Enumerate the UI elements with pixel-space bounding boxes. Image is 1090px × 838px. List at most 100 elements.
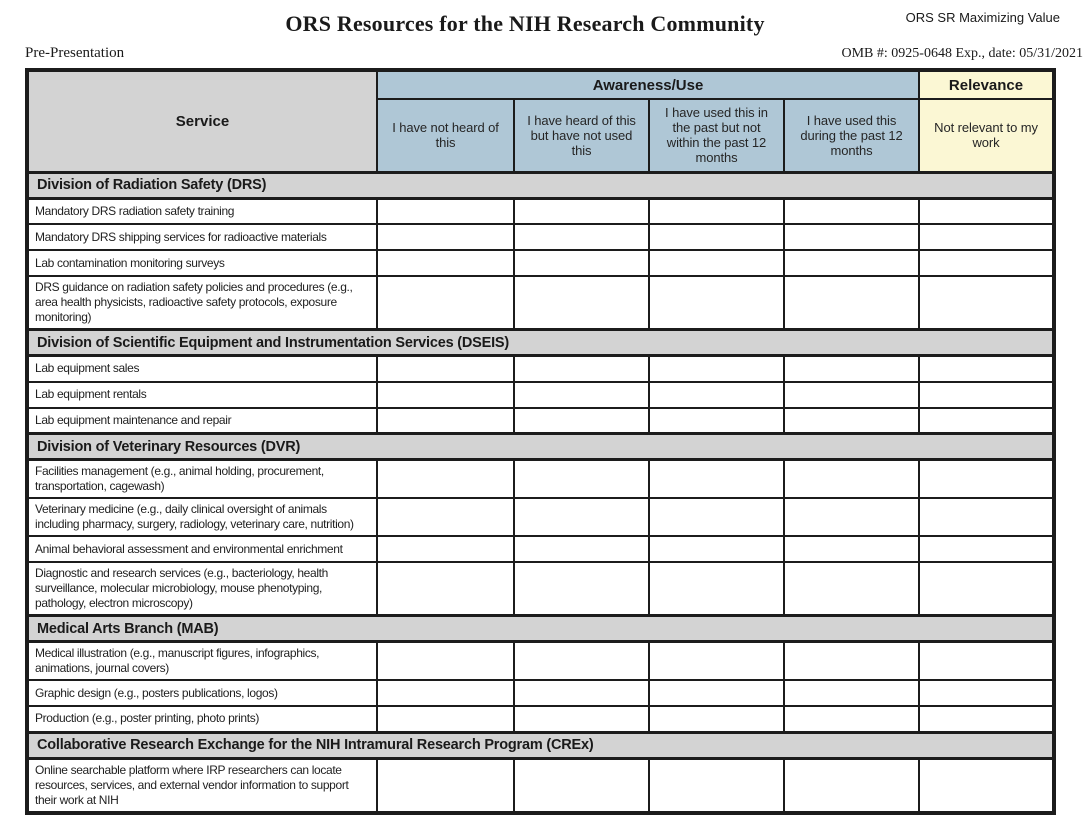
response-cell[interactable] <box>513 497 650 537</box>
response-cell[interactable] <box>648 223 785 251</box>
response-cell[interactable] <box>918 561 1055 617</box>
omb-number: OMB #: 0925-0648 Exp., date: 05/31/2021 <box>841 46 1084 61</box>
response-cell[interactable] <box>918 380 1055 409</box>
response-cell[interactable] <box>376 354 515 383</box>
response-cell[interactable] <box>783 640 920 681</box>
response-cell[interactable] <box>513 197 650 225</box>
relevance-group-header: Relevance <box>918 69 1055 100</box>
response-cell[interactable] <box>918 497 1055 537</box>
response-cell[interactable] <box>513 458 650 499</box>
awareness-option-header: I have not heard of this <box>376 98 515 173</box>
section-header-row: Medical Arts Branch (MAB) <box>26 614 1055 643</box>
service-label: Lab equipment sales <box>26 354 378 383</box>
response-cell[interactable] <box>783 380 920 409</box>
awareness-use-group-header: Awareness/Use <box>376 69 920 100</box>
service-row: Lab equipment maintenance and repair <box>26 406 1055 435</box>
service-row: Medical illustration (e.g., manuscript f… <box>26 640 1055 681</box>
response-cell[interactable] <box>648 497 785 537</box>
response-cell[interactable] <box>918 458 1055 499</box>
response-cell[interactable] <box>918 705 1055 733</box>
response-cell[interactable] <box>648 757 785 814</box>
response-cell[interactable] <box>783 561 920 617</box>
awareness-option-header: I have used this in the past but not wit… <box>648 98 785 173</box>
response-cell[interactable] <box>513 640 650 681</box>
response-cell[interactable] <box>376 458 515 499</box>
response-cell[interactable] <box>376 197 515 225</box>
response-cell[interactable] <box>648 535 785 563</box>
service-row: Facilities management (e.g., animal hold… <box>26 458 1055 499</box>
response-cell[interactable] <box>376 380 515 409</box>
response-cell[interactable] <box>918 275 1055 331</box>
response-cell[interactable] <box>376 561 515 617</box>
section-header: Medical Arts Branch (MAB) <box>26 614 1055 643</box>
response-cell[interactable] <box>648 406 785 435</box>
response-cell[interactable] <box>783 497 920 537</box>
response-cell[interactable] <box>513 406 650 435</box>
response-cell[interactable] <box>513 561 650 617</box>
response-cell[interactable] <box>376 406 515 435</box>
response-cell[interactable] <box>376 757 515 814</box>
response-cell[interactable] <box>513 380 650 409</box>
response-cell[interactable] <box>783 705 920 733</box>
response-cell[interactable] <box>376 640 515 681</box>
section-header-row: Division of Scientific Equipment and Ins… <box>26 328 1055 357</box>
service-row: Diagnostic and research services (e.g., … <box>26 561 1055 617</box>
response-cell[interactable] <box>513 757 650 814</box>
response-cell[interactable] <box>513 223 650 251</box>
response-cell[interactable] <box>513 535 650 563</box>
service-label: Veterinary medicine (e.g., daily clinica… <box>26 497 378 537</box>
response-cell[interactable] <box>513 275 650 331</box>
service-label: Mandatory DRS radiation safety training <box>26 197 378 225</box>
service-row: Animal behavioral assessment and environ… <box>26 535 1055 563</box>
response-cell[interactable] <box>513 354 650 383</box>
response-cell[interactable] <box>513 249 650 277</box>
response-cell[interactable] <box>648 561 785 617</box>
response-cell[interactable] <box>918 223 1055 251</box>
response-cell[interactable] <box>376 679 515 707</box>
response-cell[interactable] <box>648 458 785 499</box>
response-cell[interactable] <box>783 223 920 251</box>
response-cell[interactable] <box>648 640 785 681</box>
response-cell[interactable] <box>918 757 1055 814</box>
response-cell[interactable] <box>648 275 785 331</box>
response-option-header-row: I have not heard of this I have heard of … <box>27 98 1055 173</box>
response-cell[interactable] <box>918 249 1055 277</box>
section-header: Division of Scientific Equipment and Ins… <box>26 328 1055 357</box>
response-cell[interactable] <box>783 757 920 814</box>
response-cell[interactable] <box>918 406 1055 435</box>
response-cell[interactable] <box>783 535 920 563</box>
response-cell[interactable] <box>376 535 515 563</box>
response-cell[interactable] <box>783 354 920 383</box>
response-cell[interactable] <box>918 354 1055 383</box>
response-cell[interactable] <box>648 679 785 707</box>
response-cell[interactable] <box>376 249 515 277</box>
response-cell[interactable] <box>783 406 920 435</box>
group-header-row: Service Awareness/Use Relevance <box>26 69 1055 173</box>
response-cell[interactable] <box>648 705 785 733</box>
response-cell[interactable] <box>648 380 785 409</box>
response-cell[interactable] <box>783 458 920 499</box>
response-cell[interactable] <box>648 249 785 277</box>
response-cell[interactable] <box>648 354 785 383</box>
relevance-option-header: Not relevant to my work <box>918 98 1055 173</box>
response-cell[interactable] <box>376 705 515 733</box>
response-cell[interactable] <box>376 497 515 537</box>
response-cell[interactable] <box>513 705 650 733</box>
response-cell[interactable] <box>376 275 515 331</box>
response-cell[interactable] <box>783 197 920 225</box>
response-cell[interactable] <box>648 197 785 225</box>
service-label: Animal behavioral assessment and environ… <box>26 535 378 563</box>
response-cell[interactable] <box>783 679 920 707</box>
response-cell[interactable] <box>918 535 1055 563</box>
response-cell[interactable] <box>783 275 920 331</box>
response-cell[interactable] <box>513 679 650 707</box>
response-cell[interactable] <box>918 197 1055 225</box>
service-row: Production (e.g., poster printing, photo… <box>26 705 1055 733</box>
response-cell[interactable] <box>918 679 1055 707</box>
response-cell[interactable] <box>376 223 515 251</box>
awareness-option-header: I have used this during the past 12 mont… <box>783 98 920 173</box>
response-cell[interactable] <box>783 249 920 277</box>
response-cell[interactable] <box>918 640 1055 681</box>
section-header: Division of Radiation Safety (DRS) <box>26 170 1055 200</box>
